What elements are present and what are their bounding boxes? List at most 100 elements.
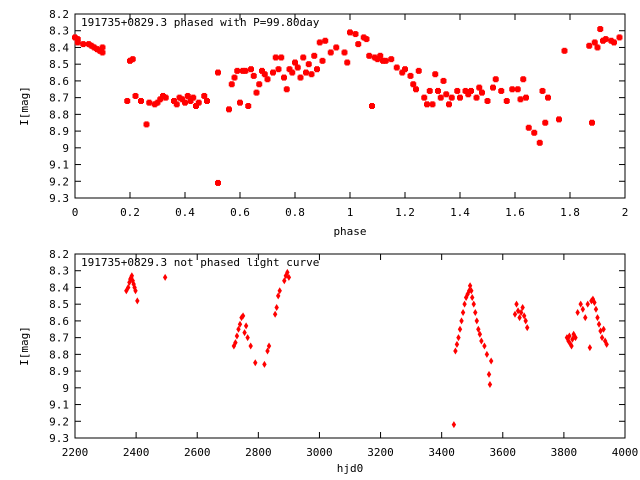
data-point-shape [425, 101, 429, 108]
data-point-shape [444, 91, 449, 98]
data-point [262, 360, 267, 368]
data-point-shape [306, 61, 311, 68]
y-tick-label: 8.6 [49, 315, 69, 328]
data-point-shape [232, 74, 237, 81]
data-point-shape [378, 52, 383, 59]
data-point [457, 325, 463, 333]
data-point-shape [521, 76, 526, 83]
data-point-shape [216, 69, 220, 76]
data-point-shape [295, 64, 300, 71]
data-point-shape [617, 34, 622, 41]
data-point-shape [447, 101, 451, 108]
data-point-shape [271, 69, 275, 76]
data-point-shape [469, 87, 473, 94]
data-point-shape [290, 69, 295, 76]
data-point-shape [260, 67, 264, 74]
data-point [583, 314, 588, 322]
data-point [245, 334, 250, 342]
y-tick-label: 9 [62, 382, 69, 395]
data-point [585, 300, 590, 308]
data-point-shape [408, 72, 413, 79]
x-tick-label: 2600 [184, 446, 211, 459]
data-point-shape [284, 86, 289, 93]
data-point-shape [229, 81, 234, 88]
data-point [578, 300, 583, 308]
data-point-shape [183, 99, 187, 106]
data-point [272, 310, 278, 318]
data-point-shape [216, 179, 220, 186]
data-point-shape [251, 72, 256, 79]
data-point-shape [202, 92, 207, 99]
data-point-shape [172, 97, 176, 104]
data-point [567, 332, 572, 340]
data-point-shape [342, 49, 347, 56]
data-point-shape [612, 39, 616, 46]
data-point-shape [130, 56, 135, 63]
data-point [523, 317, 528, 325]
data-point-shape [370, 103, 374, 109]
x-tick-label: 1.2 [395, 206, 415, 219]
data-point-shape [504, 97, 509, 104]
x-tick-label: 1 [347, 206, 354, 219]
data-point [477, 330, 483, 338]
data-point [275, 292, 281, 300]
data-point-shape [194, 103, 198, 109]
data-point-shape [227, 106, 231, 113]
data-point-shape [400, 69, 405, 76]
data-point-shape [367, 52, 372, 59]
data-point-shape [546, 94, 550, 101]
data-point-shape [301, 54, 306, 61]
data-point-shape [389, 56, 394, 63]
data-point-shape [403, 66, 407, 73]
y-tick-label: 8.8 [49, 348, 69, 361]
data-point-shape [436, 87, 440, 94]
data-point-shape [273, 54, 278, 61]
data-point-shape [463, 87, 468, 94]
data-point [451, 421, 457, 429]
data-point [454, 340, 460, 348]
chart-title: 191735+0829.3 phased with P=99.80day [81, 16, 320, 29]
data-point-shape [480, 89, 484, 96]
data-point-shape [540, 87, 545, 94]
data-point [471, 300, 476, 308]
data-point-shape [257, 81, 262, 88]
data-point [525, 324, 530, 332]
data-point-shape [364, 36, 369, 43]
data-point-shape [515, 86, 520, 93]
data-point-shape [205, 97, 209, 104]
y-tick-label: 8.3 [49, 265, 69, 278]
data-point-shape [491, 84, 495, 91]
data-point [240, 312, 246, 320]
data-point [460, 309, 466, 317]
data-point [266, 342, 272, 350]
x-tick-label: 0.2 [120, 206, 140, 219]
data-point-shape [543, 119, 548, 126]
data-point [593, 305, 599, 313]
y-tick-label: 8.4 [49, 281, 69, 294]
data-point-shape [100, 49, 105, 56]
data-point-shape [147, 99, 152, 106]
data-point-shape [243, 67, 248, 74]
data-point [587, 344, 593, 352]
data-point [520, 304, 525, 312]
data-point-shape [557, 116, 561, 123]
data-point [474, 317, 480, 325]
data-point-shape [493, 76, 498, 83]
data-point-shape [414, 86, 418, 93]
data-point-shape [174, 101, 179, 108]
y-tick-label: 8.2 [49, 248, 69, 261]
data-point-shape [125, 97, 130, 104]
y-tick-label: 8.6 [49, 75, 69, 88]
x-tick-label: 2800 [245, 446, 272, 459]
data-point-shape [75, 39, 80, 46]
y-tick-label: 8.8 [49, 108, 69, 121]
data-point-shape [499, 87, 504, 94]
data-point-shape [144, 121, 149, 128]
data-point-shape [356, 41, 361, 48]
y-axis-label: I[mag] [18, 86, 31, 126]
y-tick-label: 8.9 [49, 125, 69, 138]
data-point [486, 370, 492, 378]
data-point-shape [422, 94, 427, 101]
x-tick-label: 3000 [306, 446, 333, 459]
